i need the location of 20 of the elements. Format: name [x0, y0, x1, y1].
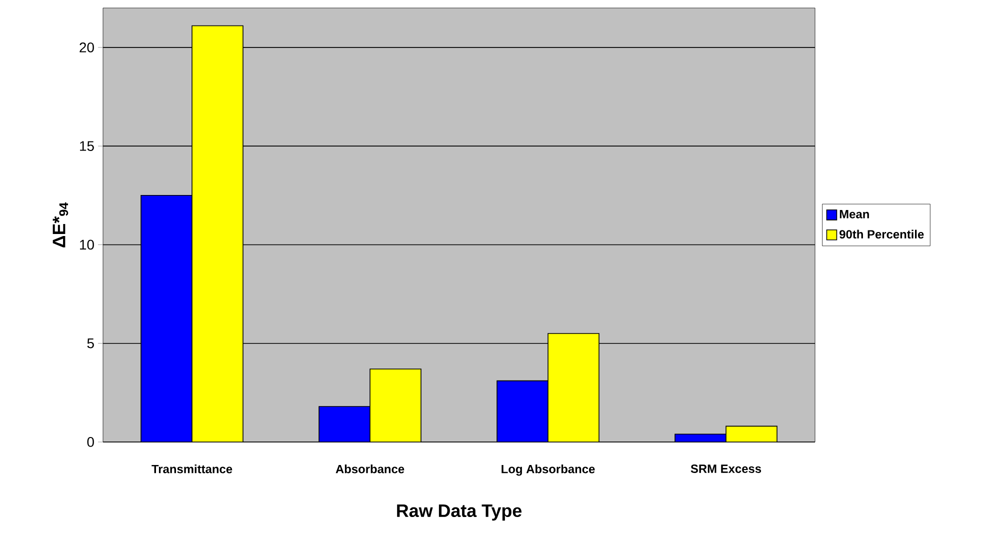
bar: [496, 380, 548, 442]
y-axis-title: ΔE*$_{94}$: [52, 202, 68, 248]
bar: [192, 25, 244, 442]
x-tick-label: SRM Excess: [690, 464, 762, 473]
y-tick-label: 5: [87, 338, 94, 348]
y-tick-label: 10: [80, 240, 94, 250]
x-tick-label: Log Absorbance: [502, 464, 595, 476]
x-tick-label: Transmittance: [152, 464, 232, 474]
bar: [370, 368, 422, 442]
x-tick-label: Absorbance: [336, 464, 404, 474]
y-tick-label: 15: [80, 141, 94, 151]
y-tick-label: 0: [87, 437, 94, 447]
y-tick-label: 20: [80, 42, 94, 52]
x-axis-title: Raw Data Type: [397, 504, 522, 521]
legend-label: 90th Percentile: [840, 230, 924, 239]
bar: [140, 194, 192, 442]
bar: [548, 333, 600, 442]
bar: [726, 426, 778, 442]
bar: [318, 406, 370, 442]
legend-label: Mean: [840, 210, 869, 218]
